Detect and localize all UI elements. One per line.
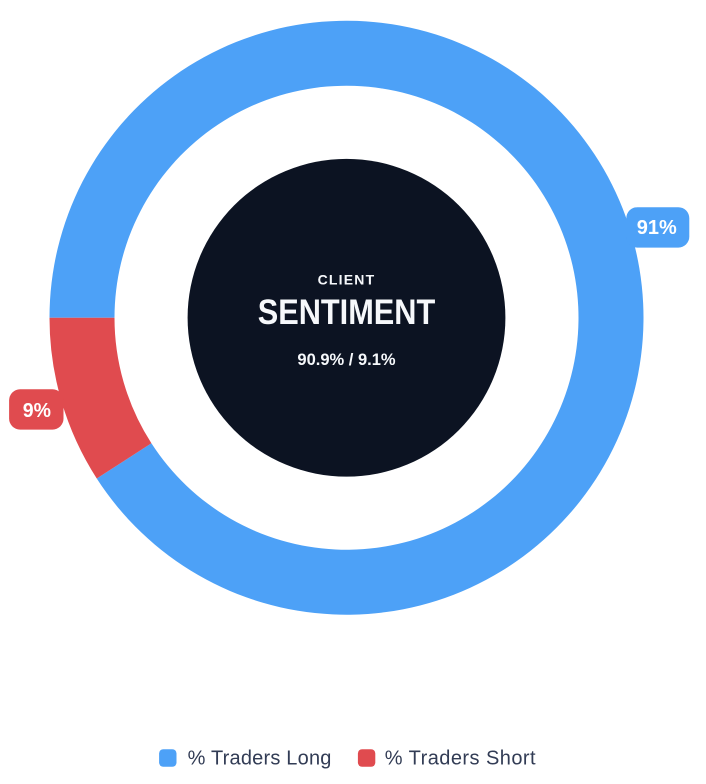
- svg-text:% Traders Long: % Traders Long: [188, 748, 332, 770]
- svg-text:91%: 91%: [637, 216, 677, 239]
- svg-text:9%: 9%: [23, 399, 51, 422]
- svg-text:90.9% / 9.1%: 90.9% / 9.1%: [297, 351, 395, 369]
- svg-text:SENTIMENT: SENTIMENT: [258, 293, 436, 332]
- svg-text:% Traders Short: % Traders Short: [385, 748, 536, 770]
- svg-text:CLIENT: CLIENT: [318, 272, 376, 288]
